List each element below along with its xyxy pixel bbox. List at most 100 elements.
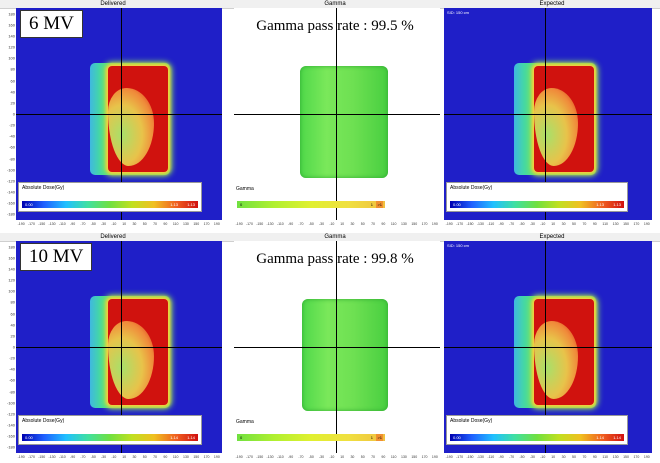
gamma-colorbar-mid: 1 xyxy=(370,435,373,440)
y-tick-label: 160 xyxy=(8,22,15,28)
gamma-map[interactable]: Gamma 0 1 >1 xyxy=(234,8,440,220)
x-tick-label: 70 xyxy=(371,455,375,459)
x-tick-label: -90 xyxy=(498,222,504,226)
colorbar-max: 1.14 xyxy=(613,435,621,440)
row-6mv: Delivered 180 160 140 120 100 80 60 40 20 0 -20 -40… xyxy=(0,0,660,230)
x-tick-label: -10 xyxy=(329,455,335,459)
x-tick-label: -110 xyxy=(487,222,495,226)
x-tick-label: 50 xyxy=(360,455,365,459)
dose-gradient-region xyxy=(108,321,154,399)
x-tick-label: 30 xyxy=(132,222,137,226)
delivered-panel: Delivered 180 160 140 120 100 80 60 40 20 0 -20 -40… xyxy=(0,0,226,230)
x-tick-label: 90 xyxy=(381,222,386,226)
x-tick-label: -70 xyxy=(509,455,515,459)
x-tick-label: 10 xyxy=(122,222,127,226)
x-tick-label: -50 xyxy=(519,222,525,226)
x-tick-label: 110 xyxy=(390,222,397,226)
x-tick-label: 70 xyxy=(153,222,157,226)
crosshair-horizontal xyxy=(444,114,652,115)
dose-map[interactable]: Absolute Dose(Gy) 0.00 1.14 1.14 xyxy=(16,241,222,453)
gamma-panel: Gamma Gamma 0 1 >1 -190 -170 -150 -130 -110-… xyxy=(226,233,444,463)
colorbar-mid: 1.13 xyxy=(170,202,178,207)
sid-label: SID: 150 cm xyxy=(447,10,470,15)
y-axis: 180 160 140 120 100 80 60 40 20 0 -20 -40 -60 -80 -100… xyxy=(0,241,16,453)
x-tick-label: 110 xyxy=(172,222,179,226)
x-tick-label: -10 xyxy=(111,455,117,459)
x-tick-label: -130 xyxy=(476,222,484,226)
dose-colorbar: 0.00 1.13 1.13 xyxy=(450,201,624,208)
x-tick-label: 90 xyxy=(592,222,597,226)
x-tick-label: 30 xyxy=(132,455,137,459)
y-tick-label: -140 xyxy=(6,189,15,195)
y-axis-blank xyxy=(226,241,234,453)
y-axis: 180 160 140 120 100 80 60 40 20 0 -20 -40 -60 -80 -100… xyxy=(0,8,16,220)
y-tick-label: -120 xyxy=(6,411,15,417)
gamma-legend-label: Gamma xyxy=(236,419,254,425)
x-tick-label: 10 xyxy=(122,455,127,459)
y-tick-label: -140 xyxy=(6,422,15,428)
x-tick-label: -150 xyxy=(38,222,46,226)
dose-legend: Absolute Dose(Gy) 0.00 1.13 1.13 xyxy=(446,182,628,212)
x-tick-label: -70 xyxy=(80,222,86,226)
gamma-panel: Gamma Gamma 0 1 >1 -190 -170 -150 -130 -110-… xyxy=(226,0,444,230)
y-tick-label: -120 xyxy=(6,178,15,184)
colorbar-mid: 1.14 xyxy=(596,435,604,440)
x-tick-label: -110 xyxy=(276,455,284,459)
x-tick-label: 90 xyxy=(381,455,386,459)
x-tick-label: 170 xyxy=(421,222,428,226)
crosshair-horizontal xyxy=(234,347,440,348)
x-tick-label: -150 xyxy=(466,222,474,226)
x-axis: -190 -170 -150 -130 -110 -90 -70 -50 -30 -10 10 30 5… xyxy=(234,453,440,463)
y-axis-right xyxy=(652,8,660,220)
x-tick-label: -70 xyxy=(509,222,515,226)
y-tick-label: -20 xyxy=(9,122,15,128)
x-tick-label: 50 xyxy=(142,222,147,226)
x-tick-label: 170 xyxy=(203,222,210,226)
x-tick-label: -110 xyxy=(276,222,284,226)
y-tick-label: -40 xyxy=(9,366,15,372)
x-tick-label: 130 xyxy=(612,222,619,226)
x-tick-label: -70 xyxy=(298,455,304,459)
x-tick-label: 50 xyxy=(572,455,576,459)
x-tick-label: 90 xyxy=(163,455,168,459)
dose-legend-label: Absolute Dose(Gy) xyxy=(22,418,65,424)
x-tick-label: 170 xyxy=(633,222,640,226)
dose-colorbar: 0.00 1.14 1.14 xyxy=(450,434,624,441)
x-tick-label: -50 xyxy=(90,455,96,459)
y-tick-label: 40 xyxy=(10,322,15,328)
y-tick-label: 80 xyxy=(10,299,15,305)
x-axis: -190 -170 -150 -130 -110 -90 -70 -50 -30 -10 10 30 5… xyxy=(16,453,222,463)
x-tick-label: -150 xyxy=(256,222,264,226)
dose-map[interactable]: Absolute Dose(Gy) 0.00 1.13 1.13 xyxy=(16,8,222,220)
expected-panel: Expected SID: 150 cm Absolute Dose(Gy) 0… xyxy=(444,233,660,463)
x-tick-label: -190 xyxy=(235,222,243,226)
x-tick-label: 110 xyxy=(390,455,397,459)
x-tick-label: 70 xyxy=(153,455,157,459)
x-tick-label: -110 xyxy=(58,455,66,459)
dose-map[interactable]: SID: 150 cm Absolute Dose(Gy) 0.00 1.14 … xyxy=(444,241,652,453)
x-tick-label: 30 xyxy=(561,222,566,226)
x-tick-label: -10 xyxy=(111,222,117,226)
dose-legend-label: Absolute Dose(Gy) xyxy=(450,185,493,191)
dose-map[interactable]: SID: 150 cm Absolute Dose(Gy) 0.00 1.13 … xyxy=(444,8,652,220)
crosshair-horizontal xyxy=(16,347,222,348)
y-tick-label: -80 xyxy=(9,156,15,162)
colorbar-min: 0.00 xyxy=(25,202,33,207)
x-tick-label: -90 xyxy=(70,222,76,226)
x-tick-label: 130 xyxy=(401,222,407,226)
x-tick-label: 150 xyxy=(411,222,418,226)
crosshair-horizontal xyxy=(234,114,440,115)
gamma-colorbar-min: 0 xyxy=(240,202,243,207)
y-axis-blank xyxy=(226,8,234,220)
x-tick-label: 190 xyxy=(643,222,650,226)
x-tick-label: -10 xyxy=(329,222,335,226)
x-tick-label: 190 xyxy=(643,455,650,459)
x-tick-label: 50 xyxy=(360,222,365,226)
y-tick-label: 100 xyxy=(8,55,15,61)
x-axis: -190 -170 -150 -130 -110 -90 -70 -50 -30 -10 10 30 5… xyxy=(16,220,222,230)
x-tick-label: 130 xyxy=(183,455,189,459)
y-tick-label: 140 xyxy=(8,266,15,272)
colorbar-min: 0.00 xyxy=(25,435,33,440)
gamma-colorbar-max: >1 xyxy=(376,201,383,208)
gamma-map[interactable]: Gamma 0 1 >1 xyxy=(234,241,440,453)
